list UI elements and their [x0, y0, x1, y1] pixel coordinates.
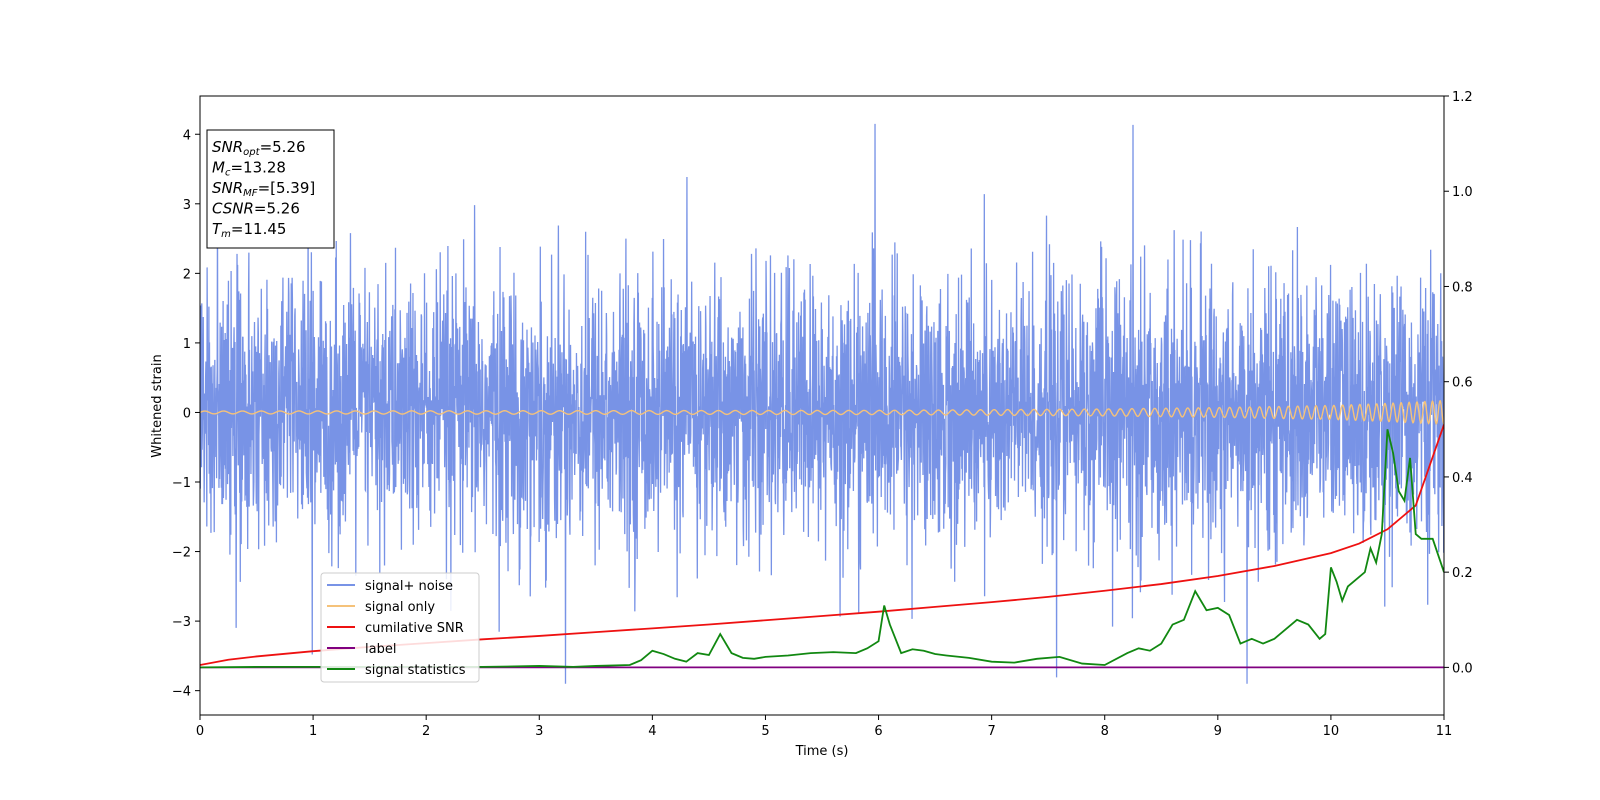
info-box: SNRopt=5.26Mc=13.28SNRMF=[5.39]CSNR=5.26…	[206, 129, 335, 249]
info-line: Tm=11.45	[212, 220, 286, 240]
series-signal-noise-line	[200, 123, 1444, 684]
y-left-tick-label: 4	[183, 128, 191, 143]
info-line: SNRopt=5.26	[212, 138, 306, 158]
info-line-value: =5.26	[254, 200, 300, 218]
x-tick-label: 9	[1214, 724, 1222, 739]
x-tick-label: 8	[1101, 724, 1109, 739]
info-line-value: =5.26	[260, 138, 306, 156]
y-right-tick-label: 0.8	[1452, 280, 1473, 295]
x-tick-label: 2	[422, 724, 430, 739]
info-line-subscript: opt	[243, 147, 260, 158]
x-tick-label: 11	[1436, 724, 1453, 739]
info-line-value: =13.28	[230, 159, 286, 177]
x-tick-label: 0	[196, 724, 204, 739]
y-right-tick-label: 0.6	[1452, 376, 1473, 391]
y-left-tick-label: 2	[183, 267, 191, 282]
legend-entry: signal statistics	[365, 663, 466, 678]
y-left-tick-label: 0	[183, 406, 191, 421]
y-left-tick-label: 3	[183, 198, 191, 213]
x-tick-label: 4	[648, 724, 656, 739]
info-line-value: =[5.39]	[258, 179, 316, 197]
legend-entry: label	[365, 642, 396, 657]
info-line: CSNR=5.26	[212, 200, 300, 218]
y-left-tick-label: −3	[172, 615, 191, 630]
y-left-tick-label: −1	[172, 476, 191, 491]
series-signal-statistics-line	[200, 429, 1444, 669]
x-tick-label: 3	[535, 724, 543, 739]
info-line: SNRMF=[5.39]	[212, 179, 315, 199]
info-line-symbol: CSNR	[212, 200, 254, 218]
y-left-tick-label: −4	[172, 685, 191, 700]
info-line-subscript: c	[225, 168, 231, 179]
info-line-symbol: SNR	[212, 138, 243, 156]
y-right-tick-label: 1.2	[1452, 90, 1473, 105]
x-tick-label: 7	[987, 724, 995, 739]
legend-entry: signal only	[365, 600, 435, 615]
series-signal-only-line	[200, 400, 1444, 425]
info-line: Mc=13.28	[212, 159, 286, 179]
info-line-symbol: T	[212, 220, 223, 238]
info-line-symbol: M	[212, 159, 225, 177]
legend-entry: signal+ noise	[365, 579, 453, 594]
y-right-tick-label: 1.0	[1452, 185, 1473, 200]
y-right-tick-label: 0.4	[1452, 471, 1473, 486]
legend-entry: cumilative SNR	[365, 621, 464, 636]
info-line-subscript: m	[221, 229, 231, 240]
x-tick-label: 10	[1323, 724, 1340, 739]
y-right-tick-label: 0.2	[1452, 566, 1473, 581]
x-tick-label: 1	[309, 724, 317, 739]
y-left-tick-label: 1	[183, 337, 191, 352]
info-box-frame	[206, 129, 335, 249]
legend-frame	[320, 572, 480, 683]
y-left-tick-label: −2	[172, 546, 191, 561]
x-tick-label: 6	[874, 724, 882, 739]
x-tick-label: 5	[761, 724, 769, 739]
info-line-value: =11.45	[231, 220, 287, 238]
plot-frame	[199, 95, 1445, 716]
y-axis-label: Whitened strain	[150, 354, 165, 457]
legend: signal+ noise signal only cumilative SNR la…	[320, 572, 480, 683]
info-line-symbol: SNR	[212, 179, 243, 197]
x-axis-label: Time (s)	[795, 744, 849, 759]
ticks-layer: 0 1 2 3 4 5 6 7 8 9 10 11 −4 −3 −2 −1 0 1 2 3 4 0.0 0.2 0.4 0.6 0…	[172, 90, 1473, 739]
info-line-subscript: MF	[243, 188, 258, 199]
y-right-tick-label: 0.0	[1452, 661, 1473, 676]
